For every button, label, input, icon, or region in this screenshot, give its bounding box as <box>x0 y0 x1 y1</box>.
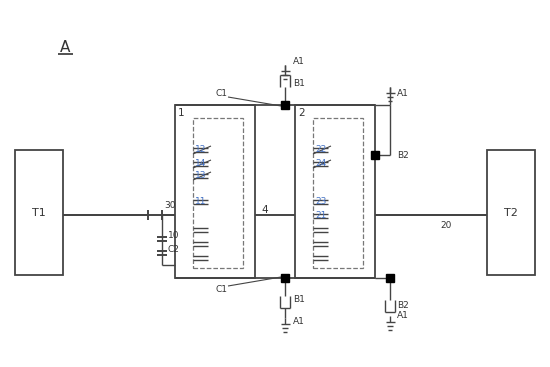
Text: T2: T2 <box>504 207 518 218</box>
Text: 10: 10 <box>168 230 179 240</box>
Text: A1: A1 <box>397 312 409 320</box>
Text: C2: C2 <box>168 244 180 254</box>
Bar <box>193 118 243 268</box>
Text: C1: C1 <box>215 88 227 98</box>
Bar <box>371 151 379 159</box>
Bar <box>295 105 375 278</box>
Bar <box>487 150 535 275</box>
Text: A: A <box>60 40 70 55</box>
Text: A1: A1 <box>293 57 305 65</box>
Text: 11: 11 <box>195 197 206 207</box>
Text: 24: 24 <box>315 160 326 168</box>
Text: B2: B2 <box>397 302 409 310</box>
Bar <box>15 150 63 275</box>
Bar <box>281 101 289 109</box>
Bar <box>313 118 363 268</box>
Text: A1: A1 <box>293 317 305 327</box>
Text: 22: 22 <box>315 145 326 155</box>
Text: T1: T1 <box>32 207 46 218</box>
Text: C1: C1 <box>215 286 227 294</box>
Text: B1: B1 <box>293 79 305 87</box>
Text: 13: 13 <box>195 171 206 181</box>
Text: 20: 20 <box>440 221 452 229</box>
Text: 4: 4 <box>262 205 268 215</box>
Text: B1: B1 <box>293 295 305 305</box>
Text: 12: 12 <box>195 145 206 155</box>
Text: A1: A1 <box>397 88 409 98</box>
Text: 30: 30 <box>164 201 175 211</box>
Text: 21: 21 <box>315 211 326 221</box>
Bar <box>386 274 394 282</box>
Text: 2: 2 <box>298 108 305 118</box>
Text: 1: 1 <box>178 108 185 118</box>
Text: B2: B2 <box>397 150 409 160</box>
Text: 23: 23 <box>315 197 326 207</box>
Text: 14: 14 <box>195 160 206 168</box>
Bar <box>281 274 289 282</box>
Bar <box>175 105 255 278</box>
